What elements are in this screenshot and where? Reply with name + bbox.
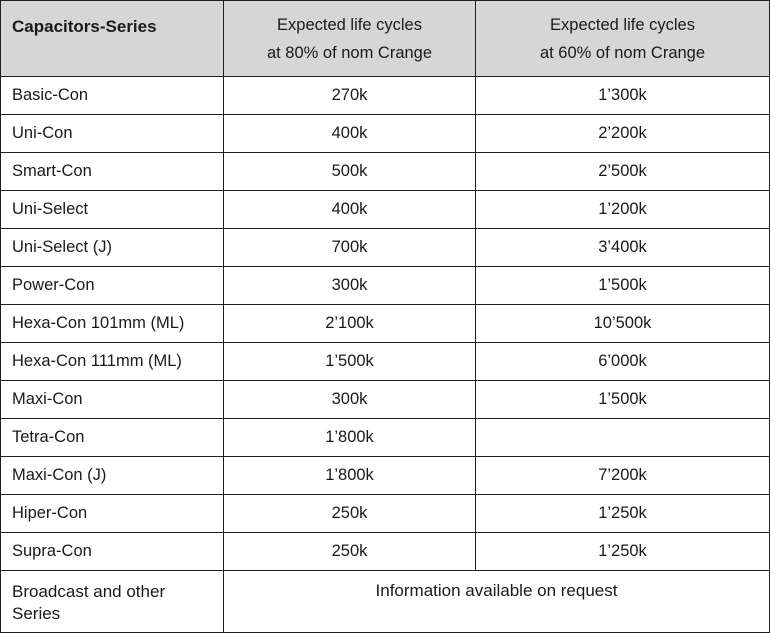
header-series: Capacitors-Series [0,0,224,77]
table-row: Smart-Con 500k 2’500k [0,152,770,191]
series-name: Uni-Select (J) [0,228,224,267]
table-row: Hiper-Con 250k 1’250k [0,494,770,533]
series-name: Tetra-Con [0,418,224,457]
life-80: 400k [223,190,476,229]
table-row: Maxi-Con (J) 1’800k 7’200k [0,456,770,495]
life-60: 1’250k [475,532,770,571]
life-60: 1’500k [475,380,770,419]
series-name: Uni-Select [0,190,224,229]
life-80: 1’500k [223,342,476,381]
footer-series-line2: Series [12,604,61,623]
header-life-80-line2: at 80% of nom Crange [266,43,433,62]
life-60: 1’500k [475,266,770,305]
table-row: Uni-Select 400k 1’200k [0,190,770,229]
header-life-80-line1: Expected life cycles [277,15,422,34]
table-header-row: Capacitors-Series Expected life cycles a… [0,0,770,77]
series-name: Smart-Con [0,152,224,191]
series-name: Supra-Con [0,532,224,571]
life-60: 3’400k [475,228,770,267]
header-life-80: Expected life cycles at 80% of nom Crang… [223,0,476,77]
table-row: Supra-Con 250k 1’250k [0,532,770,571]
life-60: 1’200k [475,190,770,229]
life-80: 250k [223,532,476,571]
life-60: 1’300k [475,76,770,115]
footer-series-line1: Broadcast and other [12,582,166,601]
life-60: 2’500k [475,152,770,191]
life-60: 1’250k [475,494,770,533]
life-80: 700k [223,228,476,267]
life-80: 250k [223,494,476,533]
life-80: 300k [223,380,476,419]
life-80: 2’100k [223,304,476,343]
life-80: 300k [223,266,476,305]
footer-series: Broadcast and other Series [0,570,224,633]
life-60 [475,418,770,457]
life-60: 6’000k [475,342,770,381]
table-row: Hexa-Con 111mm (ML) 1’500k 6’000k [0,342,770,381]
series-name: Uni-Con [0,114,224,153]
table-row: Uni-Con 400k 2’200k [0,114,770,153]
table-footer-row: Broadcast and other Series Information a… [0,570,770,633]
series-name: Basic-Con [0,76,224,115]
table-row: Hexa-Con 101mm (ML) 2’100k 10’500k [0,304,770,343]
table-row: Tetra-Con 1’800k [0,418,770,457]
life-60: 10’500k [475,304,770,343]
series-name: Hexa-Con 111mm (ML) [0,342,224,381]
series-name: Maxi-Con (J) [0,456,224,495]
life-80: 1’800k [223,418,476,457]
life-60: 7’200k [475,456,770,495]
life-80: 1’800k [223,456,476,495]
series-name: Hiper-Con [0,494,224,533]
header-life-60-line1: Expected life cycles [550,15,695,34]
series-name: Power-Con [0,266,224,305]
life-80: 270k [223,76,476,115]
header-life-60-line2: at 60% of nom Crange [539,43,706,62]
table-row: Maxi-Con 300k 1’500k [0,380,770,419]
series-name: Maxi-Con [0,380,224,419]
life-60: 2’200k [475,114,770,153]
life-80: 500k [223,152,476,191]
table-row: Power-Con 300k 1’500k [0,266,770,305]
footer-info: Information available on request [223,570,770,633]
life-80: 400k [223,114,476,153]
table-row: Uni-Select (J) 700k 3’400k [0,228,770,267]
series-name: Hexa-Con 101mm (ML) [0,304,224,343]
table-row: Basic-Con 270k 1’300k [0,76,770,115]
header-life-60: Expected life cycles at 60% of nom Crang… [475,0,770,77]
